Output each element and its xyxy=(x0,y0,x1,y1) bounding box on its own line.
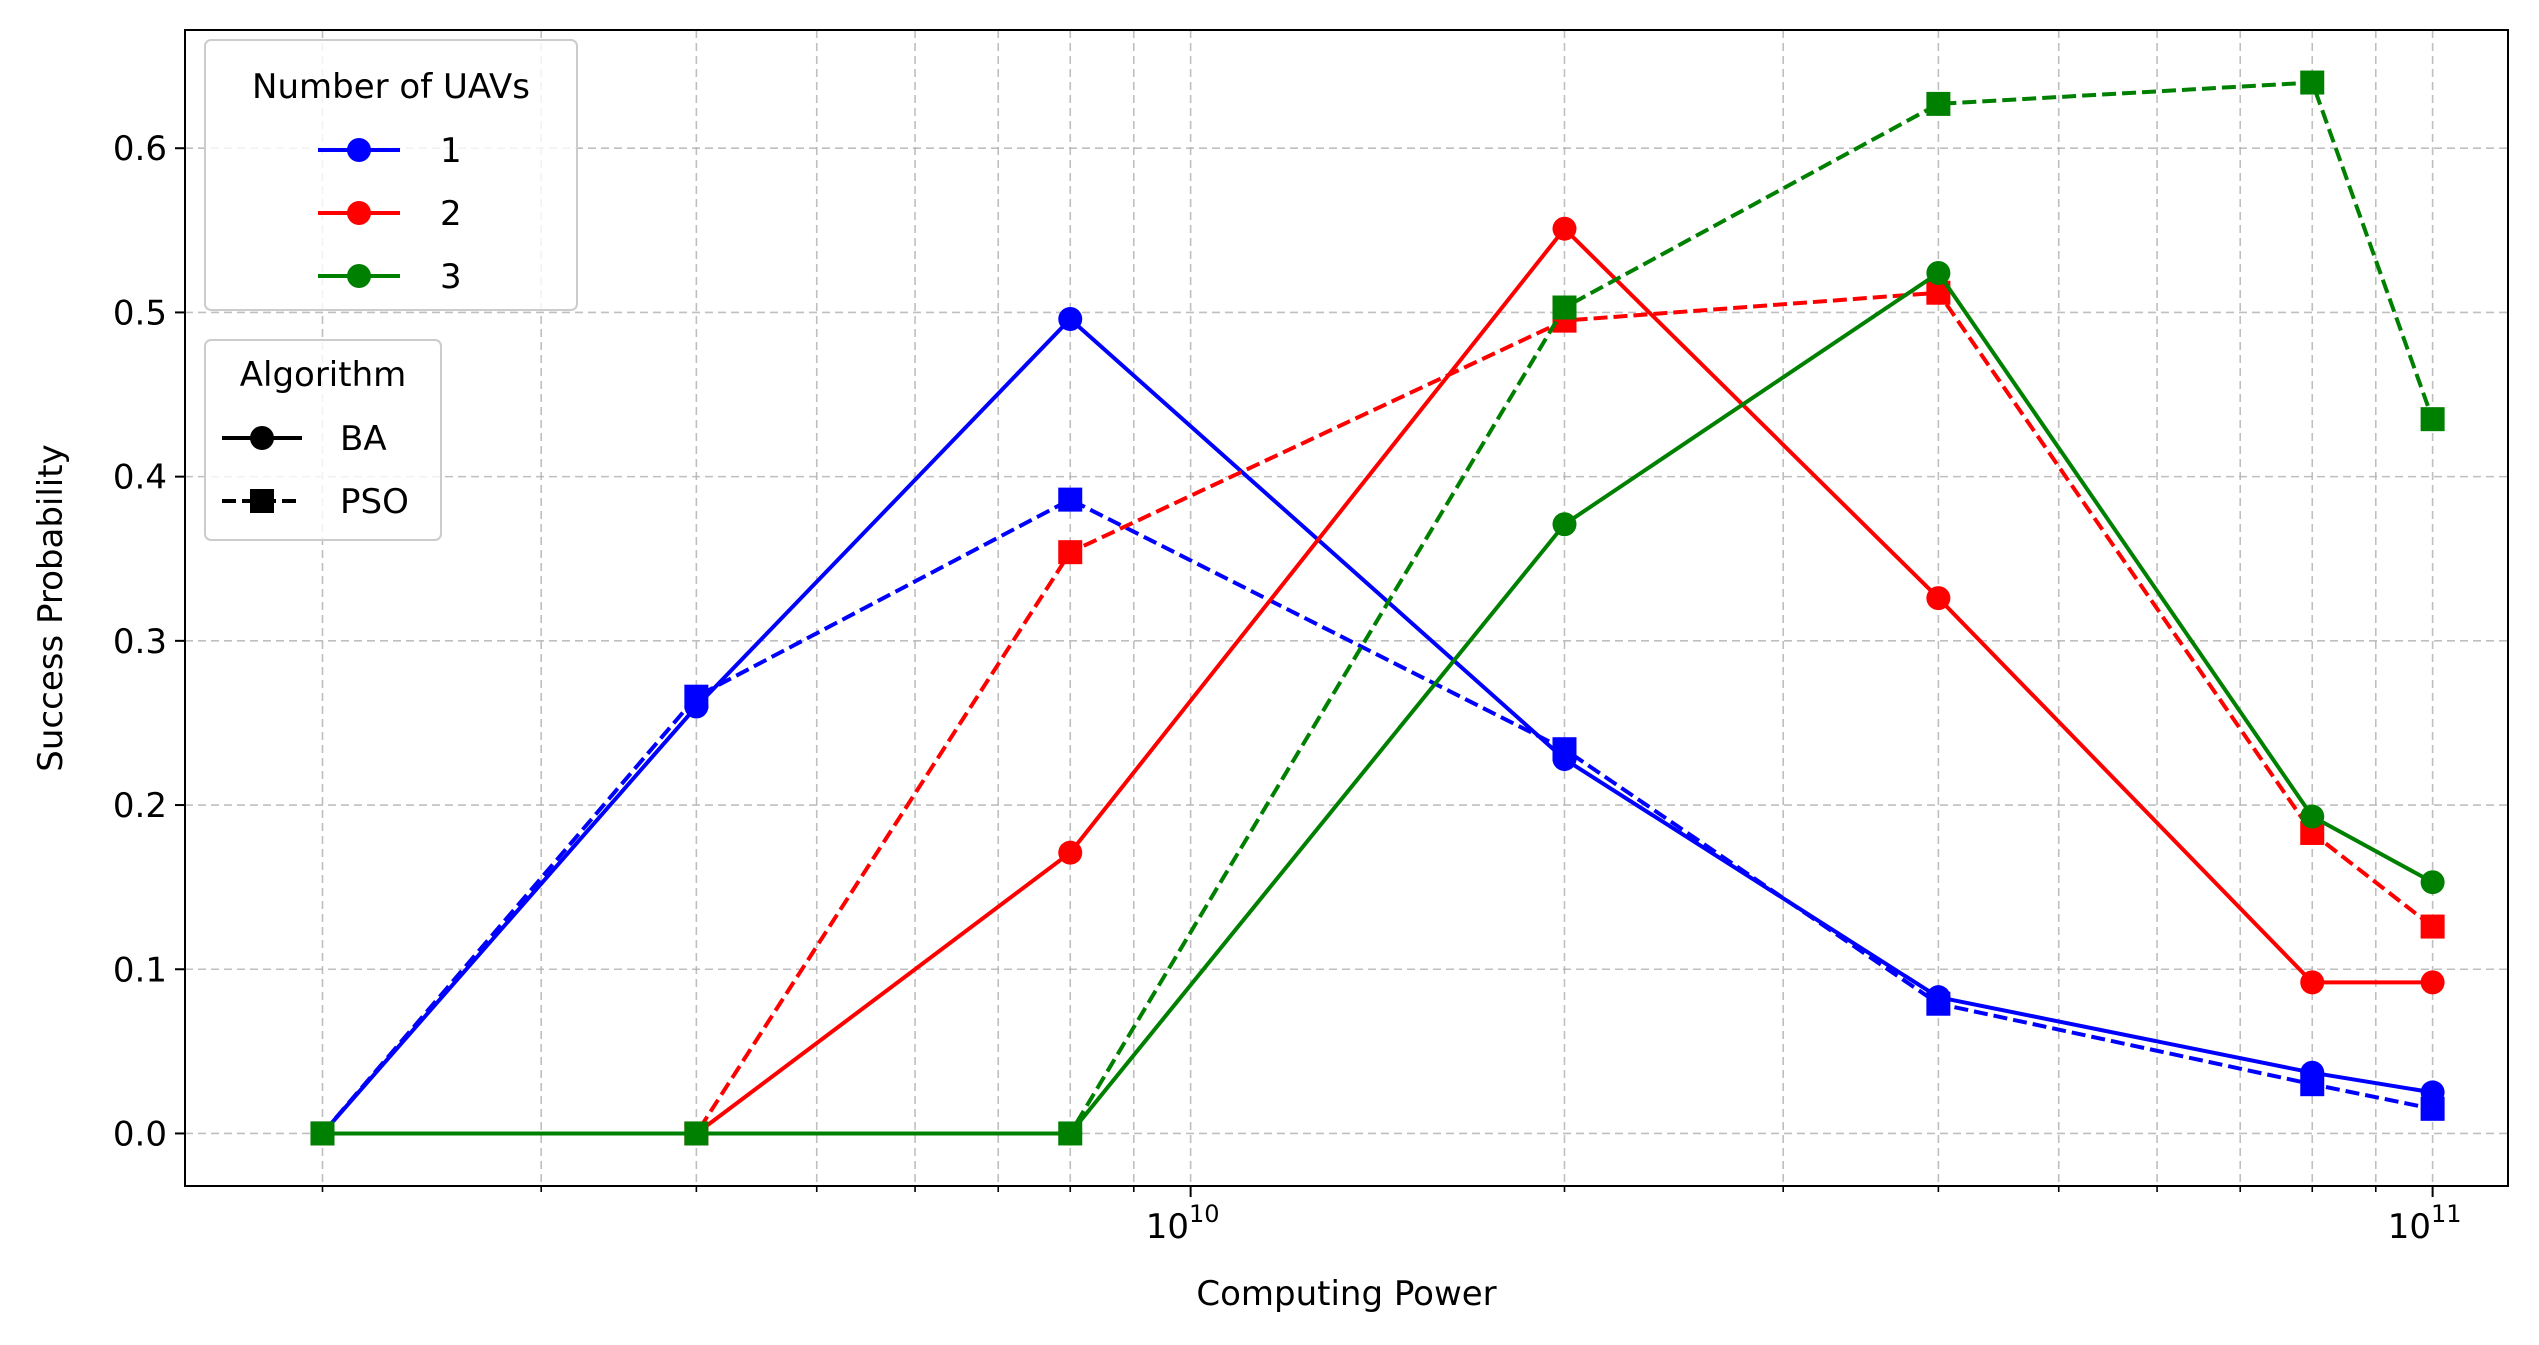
legend-marker xyxy=(347,264,371,288)
data-point xyxy=(1552,512,1577,537)
legend-label: 3 xyxy=(440,257,462,297)
series-line xyxy=(320,317,2433,1135)
x-tick-label: 1011 xyxy=(2388,1200,2462,1247)
series-layer xyxy=(310,70,2445,1146)
data-point xyxy=(2420,914,2445,939)
axes: 0.0 0.1 0.2 0.3 0.4 0.5 0.6 1010 1011 xyxy=(113,129,2462,1247)
x-axis-label: Computing Power xyxy=(1196,1274,1496,1314)
legend-marker xyxy=(250,489,274,513)
legend-label: 1 xyxy=(440,131,462,171)
data-point xyxy=(2420,870,2445,895)
data-point xyxy=(2300,970,2325,995)
data-point xyxy=(684,1121,709,1146)
series-uav2-pso xyxy=(310,280,2445,1146)
data-point xyxy=(2300,70,2325,95)
data-point xyxy=(2420,970,2445,995)
data-point xyxy=(1926,261,1951,286)
data-point xyxy=(1552,216,1577,241)
y-tick-label: 0.6 xyxy=(113,129,167,169)
data-point xyxy=(2420,1096,2445,1121)
data-point xyxy=(310,1121,335,1146)
data-point xyxy=(684,684,709,709)
series-line xyxy=(322,226,2433,1136)
data-point xyxy=(1926,91,1951,116)
series-uav2-ba xyxy=(310,216,2445,1146)
y-tick-label: 0.5 xyxy=(113,293,167,333)
series-line xyxy=(322,80,2435,1136)
y-tick-label: 0.2 xyxy=(113,786,167,826)
legend-marker xyxy=(347,201,371,225)
y-tick-label: 0.1 xyxy=(113,950,167,990)
legend-marker xyxy=(347,138,371,162)
series-line xyxy=(322,271,2434,1136)
legend-title: Algorithm xyxy=(240,355,407,395)
series-uav3-ba xyxy=(310,261,2445,1146)
data-point xyxy=(2300,804,2325,829)
data-point xyxy=(2300,1072,2325,1097)
data-point xyxy=(1058,487,1083,512)
legend-uav: Number of UAVs 1 2 3 xyxy=(204,39,578,311)
legend-label: 2 xyxy=(440,194,462,234)
data-point xyxy=(1926,586,1951,611)
y-axis-label: Success Probability xyxy=(31,444,71,771)
data-point xyxy=(1552,737,1577,762)
data-point xyxy=(2420,407,2445,432)
legend-marker xyxy=(250,426,274,450)
y-tick-label: 0.3 xyxy=(113,622,167,662)
legend-label: PSO xyxy=(340,482,409,522)
plot-frame xyxy=(184,29,2509,1187)
series-uav1-ba xyxy=(310,307,2445,1146)
series-line xyxy=(322,290,2434,1136)
data-point xyxy=(1058,840,1083,865)
series-uav1-pso xyxy=(310,487,2445,1146)
series-uav3-pso xyxy=(310,70,2445,1146)
data-point xyxy=(1058,307,1083,331)
data-point xyxy=(1058,1121,1083,1146)
x-tick-label: 1010 xyxy=(1146,1200,1220,1247)
legend-label: BA xyxy=(340,419,387,459)
legend-box xyxy=(204,39,578,311)
data-point xyxy=(1926,991,1951,1016)
y-tick-label: 0.0 xyxy=(113,1114,167,1154)
data-point xyxy=(1058,540,1083,565)
legend-title: Number of UAVs xyxy=(252,67,530,107)
data-point xyxy=(1552,295,1577,320)
legend-algorithm: Algorithm BA PSO xyxy=(204,339,442,541)
y-tick-label: 0.4 xyxy=(113,458,167,498)
